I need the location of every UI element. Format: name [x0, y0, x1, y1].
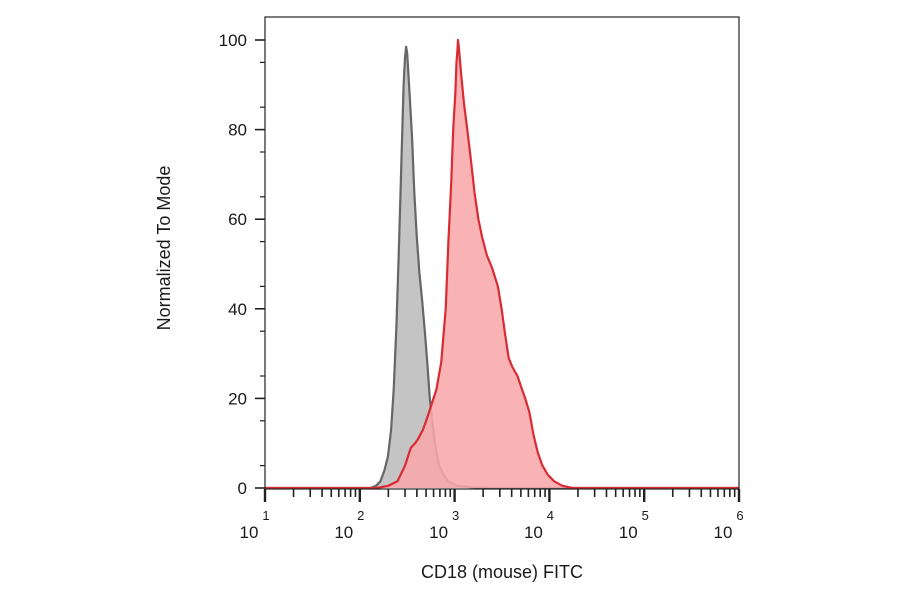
x-tick-exponent: 5: [642, 508, 649, 523]
x-tick-exponent: 3: [452, 508, 459, 523]
x-tick-label: 10: [619, 523, 638, 542]
plot-frame: [264, 16, 740, 490]
y-axis: 0 20 40 60 80 100: [219, 31, 265, 498]
series-line-2: [265, 38, 739, 490]
series-layer: [265, 38, 739, 490]
x-tick-exponent: 1: [262, 508, 269, 523]
x-tick-label: 10: [429, 523, 448, 542]
x-tick-exponent: 4: [547, 508, 554, 523]
y-tick-label: 40: [228, 300, 247, 319]
x-tick-label: 10: [334, 523, 353, 542]
y-tick-label: 60: [228, 210, 247, 229]
x-tick-label: 10: [524, 523, 543, 542]
y-tick-label: 100: [219, 31, 247, 50]
x-tick-label: 10: [240, 523, 259, 542]
y-axis-label: Normalized To Mode: [154, 166, 174, 331]
x-tick-exponent: 6: [736, 508, 743, 523]
x-tick-label: 10: [714, 523, 733, 542]
y-tick-label: 0: [238, 479, 247, 498]
x-axis-label: CD18 (mouse) FITC: [421, 562, 583, 582]
y-tick-label: 20: [228, 389, 247, 408]
y-tick-label: 80: [228, 121, 247, 140]
series-area-2: [265, 40, 739, 488]
x-tick-exponent: 2: [357, 508, 364, 523]
